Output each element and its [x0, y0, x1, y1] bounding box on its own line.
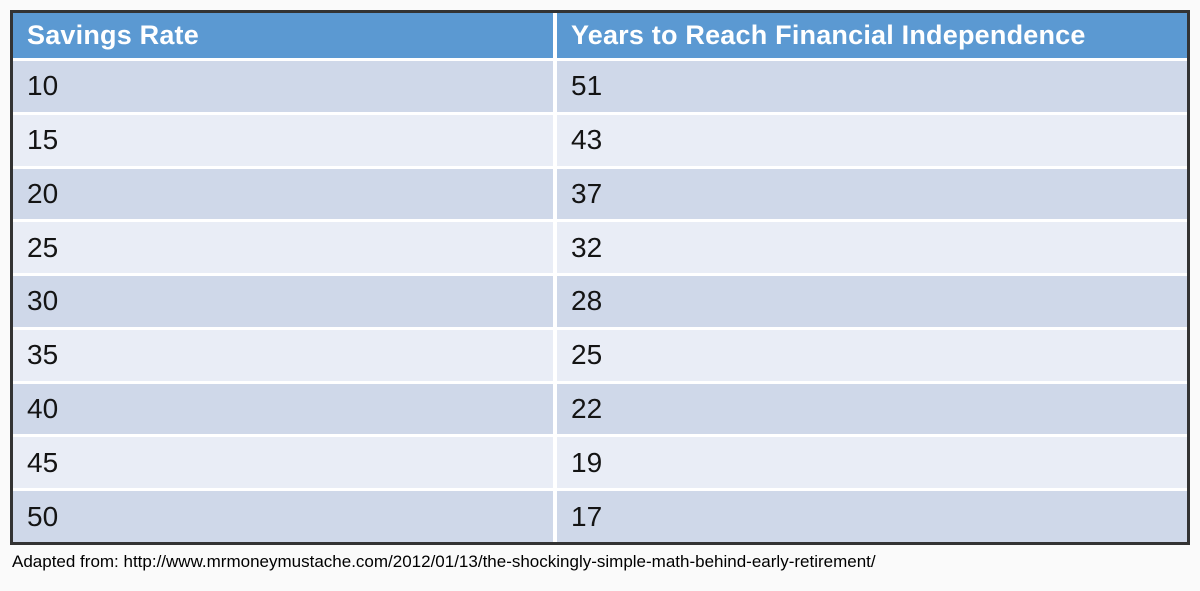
cell-years: 43 [557, 114, 1187, 166]
cell-savings-rate: 20 [13, 168, 554, 220]
source-caption: Adapted from: http://www.mrmoneymustache… [12, 552, 876, 571]
header-savings-rate: Savings Rate [13, 13, 554, 58]
cell-years: 19 [557, 437, 1187, 489]
header-years-to-independence: Years to Reach Financial Independence [557, 13, 1187, 58]
cell-savings-rate: 15 [13, 114, 554, 166]
cell-years: 28 [557, 276, 1187, 327]
cell-years: 37 [557, 168, 1187, 220]
cell-savings-rate: 50 [13, 491, 554, 542]
cell-savings-rate: 40 [13, 383, 554, 435]
cell-years: 51 [557, 61, 1187, 112]
savings-table: Savings Rate Years to Reach Financial In… [10, 10, 1190, 545]
cell-years: 17 [557, 491, 1187, 542]
cell-savings-rate: 10 [13, 61, 554, 112]
cell-savings-rate: 30 [13, 276, 554, 327]
cell-years: 32 [557, 222, 1187, 274]
cell-years: 25 [557, 329, 1187, 381]
savings-table-grid: Savings Rate Years to Reach Financial In… [13, 13, 1187, 542]
cell-years: 22 [557, 383, 1187, 435]
cell-savings-rate: 35 [13, 329, 554, 381]
cell-savings-rate: 25 [13, 222, 554, 274]
cell-savings-rate: 45 [13, 437, 554, 489]
